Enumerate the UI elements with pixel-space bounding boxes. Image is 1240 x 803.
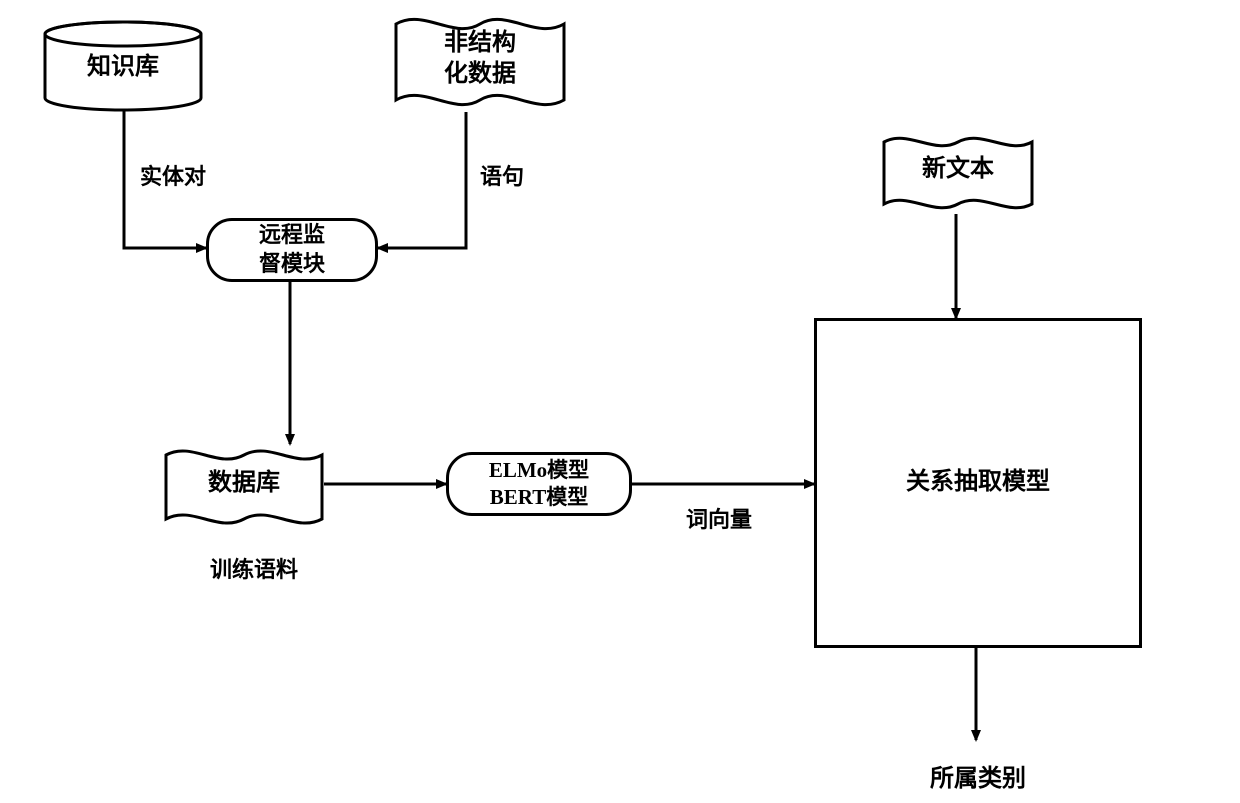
node-kb: 知识库	[42, 38, 204, 98]
label-out: 所属类别	[930, 758, 1026, 793]
node-newtext: 新文本	[882, 142, 1034, 198]
node-unstruct: 非结构 化数据	[394, 24, 566, 94]
edge-label-kb-remote: 实体对	[140, 159, 206, 191]
node-model: ELMo模型 BERT模型	[446, 452, 632, 516]
diagram-canvas: 知识库 非结构 化数据 远程监 督模块 数据库 训练语料 ELMo模型 BERT…	[0, 0, 1240, 803]
node-rel: 关系抽取模型	[814, 318, 1142, 648]
node-remote: 远程监 督模块	[206, 218, 378, 282]
edge-label-model-rel: 词向量	[686, 502, 752, 534]
label-db-sub: 训练语料	[210, 552, 298, 584]
edge-unstruct-remote	[378, 112, 466, 248]
edge-label-unstruct-remote: 语句	[480, 159, 524, 191]
node-db: 数据库	[164, 454, 324, 514]
